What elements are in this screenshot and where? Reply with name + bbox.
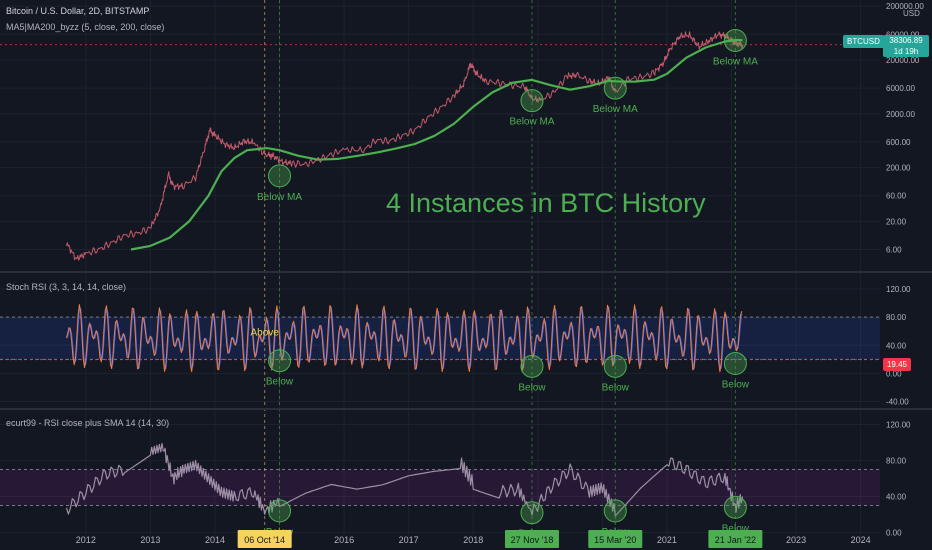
price-axis-tick-label: 6.00 <box>886 246 902 255</box>
time-axis-tick-label: 2012 <box>76 535 96 545</box>
stoch-annotation-label: Below <box>602 382 630 393</box>
time-axis-highlight-label: 21 Jan '22 <box>715 535 756 545</box>
time-axis-tick-label: 2017 <box>399 535 419 545</box>
stoch-axis-tick-label: 120.00 <box>886 285 911 294</box>
stoch-last-value-badge: 19.45 <box>883 358 911 371</box>
stoch-annotation-label: Below <box>266 377 294 388</box>
price-axis-tick-label: 2000.00 <box>886 110 915 119</box>
rsi-annotation-circle <box>603 499 627 523</box>
rsi-annotation-circle <box>723 495 747 519</box>
last-price-badge[interactable]: 38306.89 1d 19h <box>883 35 929 57</box>
ma-indicator-label[interactable]: MA5|MA200_byzz (5, close, 200, close) <box>6 22 165 32</box>
time-axis-tick-label: 2023 <box>786 535 806 545</box>
price-annotation-label: Below MA <box>509 117 554 128</box>
stoch-axis-tick-label: 0.00 <box>886 369 902 378</box>
time-axis-highlight-badge <box>708 530 763 548</box>
stoch-annotation-circle <box>723 352 747 376</box>
stoch-indicator-label[interactable]: Stoch RSI (3, 3, 14, 14, close) <box>6 282 127 292</box>
rsi-annotation-circle <box>268 499 292 523</box>
ma200-line <box>130 38 743 251</box>
rsi-axis-tick-label: 40.00 <box>886 493 907 502</box>
stoch-axis-tick-label: 40.00 <box>886 341 907 350</box>
time-axis-highlight-badge <box>588 530 643 548</box>
rsi-axis-tick-label: 120.00 <box>886 421 911 430</box>
price-annotation-circle <box>723 28 747 52</box>
price-axis-tick-label: 60000.00 <box>886 30 920 39</box>
time-axis-tick-label: 2013 <box>140 535 160 545</box>
symbol-price-tag[interactable]: BTCUSD <box>843 35 884 48</box>
price-axis-tick-label: 60.00 <box>886 192 907 201</box>
time-axis-tick-label: 2016 <box>334 535 354 545</box>
time-axis-tick-label: 2021 <box>657 535 677 545</box>
price-axis-tick-label: 600.00 <box>886 138 911 147</box>
price-annotation-label: Below MA <box>593 104 638 115</box>
stoch-k-line <box>66 304 743 373</box>
rsi-annotation-circle <box>520 501 544 525</box>
price-line <box>66 31 743 261</box>
time-axis-highlight-badge <box>237 530 292 548</box>
price-annotation-circle <box>268 164 292 188</box>
price-axis-tick-label: 200.00 <box>886 164 911 173</box>
stoch-annotation-circle <box>603 354 627 378</box>
stoch-annotation-label: Below <box>722 380 750 391</box>
stoch-axis-tick-label: -40.00 <box>886 397 909 406</box>
bar-countdown: 1d 19h <box>893 47 919 56</box>
price-annotation-circle <box>603 76 627 100</box>
price-axis-tick-label: 20.00 <box>886 217 907 226</box>
axes: 200000.00 60000.00 20000.00 6000.00 2000.00 6… <box>76 2 924 548</box>
annotation-title: 4 Instances in BTC History <box>386 188 706 218</box>
stoch-annotation-circle <box>520 354 544 378</box>
price-annotation-circle <box>520 89 544 113</box>
series-lines <box>65 31 744 517</box>
time-axis-highlight-label: 15 Mar '20 <box>594 535 636 545</box>
last-price-value: 38306.89 <box>889 36 923 45</box>
rsi-indicator-label[interactable]: ecurt99 - RSI close plus SMA 14 (14, 30) <box>6 418 170 428</box>
time-axis-highlight-label: 06 Oct '14 <box>244 535 285 545</box>
time-axis-tick-label: 2024 <box>851 535 871 545</box>
rsi-annotation-label: Below <box>722 523 750 534</box>
stoch-annotation-circle <box>268 349 292 373</box>
time-axis-tick-label: 2018 <box>463 535 483 545</box>
price-annotation-label: Below MA <box>713 56 758 67</box>
price-axis-tick-label: 200000.00 <box>886 2 924 11</box>
symbol-title[interactable]: Bitcoin / U.S. Dollar, 2D, BITSTAMP <box>6 6 150 16</box>
stoch-annotation-label: Below <box>518 382 546 393</box>
rsi-axis-tick-label: 80.00 <box>886 457 907 466</box>
time-axis-highlight-badge <box>504 530 559 548</box>
rsi-line <box>65 442 744 517</box>
time-axis-highlight-label: 27 Nov '18 <box>511 535 554 545</box>
stoch-annotation-label: Above <box>250 328 279 339</box>
stoch-axis-tick-label: 80.00 <box>886 313 907 322</box>
rsi-band <box>0 469 880 506</box>
price-axis-tick-label: 20000.00 <box>886 56 920 65</box>
rsi-axis-tick-label: 0.00 <box>886 529 902 538</box>
stoch-d-line <box>66 306 743 371</box>
currency-label: USD <box>903 9 920 18</box>
price-axis-tick-label: 6000.00 <box>886 84 915 93</box>
price-annotation-label: Below MA <box>257 192 302 203</box>
time-axis-tick-label: 2014 <box>205 535 225 545</box>
